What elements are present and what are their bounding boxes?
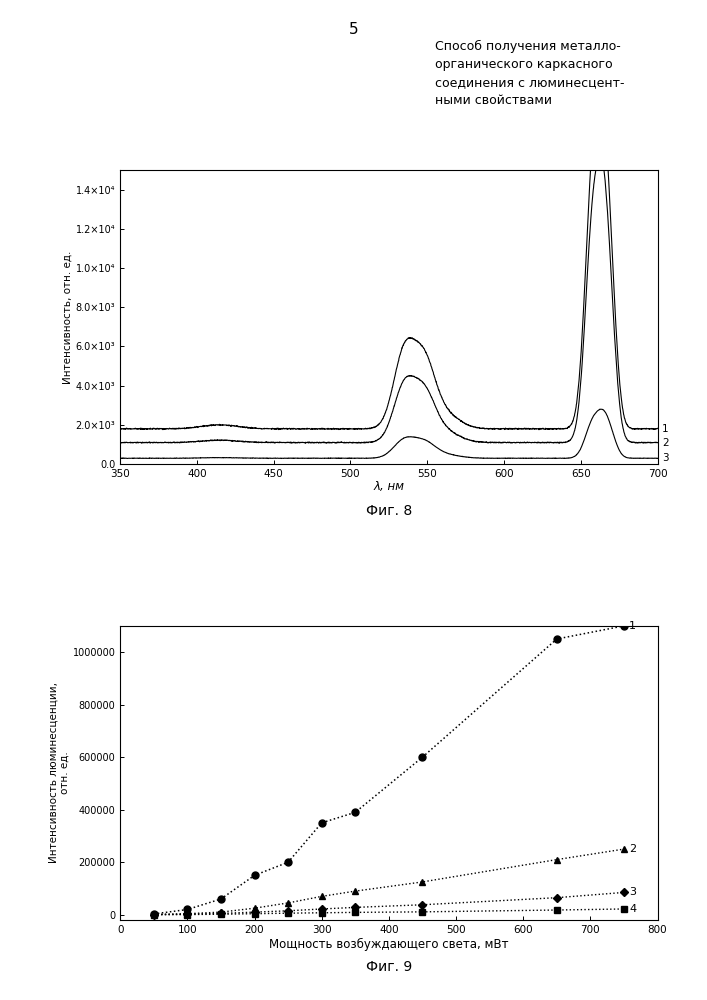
Text: 3: 3 [629,887,636,897]
Y-axis label: Интенсивность, отн. ед.: Интенсивность, отн. ед. [63,250,73,384]
Text: 2: 2 [629,844,636,854]
Y-axis label: Интенсивность люминесценции,
отн. ед.: Интенсивность люминесценции, отн. ед. [48,682,70,863]
Text: 1: 1 [629,621,636,631]
Text: 3: 3 [662,453,669,463]
Text: 2: 2 [662,438,669,448]
Text: 5: 5 [349,22,358,37]
Text: Фиг. 8: Фиг. 8 [366,504,412,518]
Text: 1: 1 [662,424,669,434]
Text: Способ получения металло-
органического каркасного
соединения с люминесцент-
ным: Способ получения металло- органического … [435,40,624,107]
X-axis label: λ, нм: λ, нм [373,480,404,493]
Text: Фиг. 9: Фиг. 9 [366,960,412,974]
Text: 4: 4 [629,904,636,914]
X-axis label: Мощность возбуждающего света, мВт: Мощность возбуждающего света, мВт [269,938,508,951]
